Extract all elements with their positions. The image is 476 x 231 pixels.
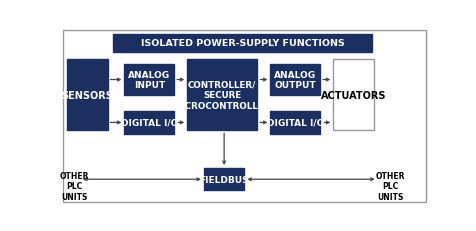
Text: FIELDBUS: FIELDBUS: [199, 175, 248, 184]
Text: ANALOG
OUTPUT: ANALOG OUTPUT: [274, 70, 316, 90]
Bar: [187, 60, 257, 131]
Bar: [270, 111, 319, 134]
Bar: [67, 60, 108, 131]
Text: SENSORS: SENSORS: [61, 90, 113, 100]
Bar: [332, 60, 373, 131]
Text: OTHER
PLC
UNITS: OTHER PLC UNITS: [60, 171, 89, 201]
Bar: [124, 111, 174, 134]
Text: DIGITAL I/O: DIGITAL I/O: [266, 119, 323, 127]
Text: OTHER
PLC
UNITS: OTHER PLC UNITS: [375, 171, 405, 201]
Bar: [124, 65, 174, 95]
Text: ACTUATORS: ACTUATORS: [320, 90, 386, 100]
Text: DIGITAL I/O: DIGITAL I/O: [120, 119, 178, 127]
Bar: [113, 35, 371, 53]
Text: ISOLATED POWER-SUPPLY FUNCTIONS: ISOLATED POWER-SUPPLY FUNCTIONS: [140, 39, 344, 48]
Bar: [270, 65, 319, 95]
Text: ANALOG
INPUT: ANALOG INPUT: [128, 70, 170, 90]
Text: CONTROLLER/
SECURE
MICROCONTROLLER: CONTROLLER/ SECURE MICROCONTROLLER: [173, 80, 270, 110]
Bar: [203, 168, 244, 191]
